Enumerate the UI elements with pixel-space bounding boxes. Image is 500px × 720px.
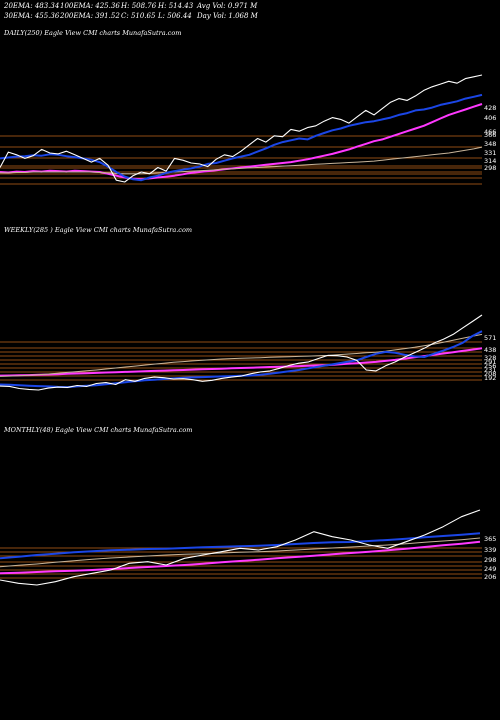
y-tick-label: 314 bbox=[484, 157, 496, 165]
stat-high-v: H: 514.43 bbox=[158, 2, 194, 10]
stat-high: H: 508.76 bbox=[121, 2, 157, 10]
ema-fast-line bbox=[0, 330, 483, 389]
stat-avg-vol: Avg Vol: 0.971 M bbox=[197, 2, 258, 10]
stat-ema100: 100EMA: 425.36 bbox=[60, 2, 120, 10]
y-tick-label: 571 bbox=[484, 334, 496, 342]
y-tick-label: 328 bbox=[484, 354, 496, 362]
y-tick-label: 298 bbox=[484, 164, 496, 172]
y-tick-label: 331 bbox=[484, 149, 496, 157]
y-tick-label: 339 bbox=[484, 546, 496, 554]
y-tick-label: 291 bbox=[484, 358, 496, 366]
y-tick-label: 256 bbox=[484, 362, 496, 370]
price-line bbox=[0, 74, 483, 183]
ema-slow-line bbox=[0, 540, 481, 575]
stat-ema20: 20EMA: 483.34 bbox=[4, 2, 60, 10]
y-tick-label: 231 bbox=[484, 366, 496, 374]
monthly-panel-title: MONTHLY(48) Eagle View CMI charts Munafa… bbox=[4, 426, 193, 434]
ema-fast-line bbox=[0, 93, 483, 182]
stat-ema30: 30EMA: 455.36 bbox=[4, 12, 60, 20]
daily-panel-title: DAILY(250) Eagle View CMI charts MunafaS… bbox=[4, 29, 182, 37]
y-tick-label: 428 bbox=[484, 104, 496, 112]
y-tick-label: 438 bbox=[484, 346, 496, 354]
y-tick-label: 406 bbox=[484, 114, 496, 122]
y-tick-label: 249 bbox=[484, 565, 496, 573]
y-tick-label: 365 bbox=[484, 535, 496, 543]
ema-mid-line bbox=[0, 146, 483, 175]
y-tick-label: 192 bbox=[484, 374, 496, 382]
y-tick-label: 206 bbox=[484, 573, 496, 581]
ema-fast-line bbox=[0, 532, 481, 560]
weekly-panel-title: WEEKLY(285 ) Eagle View CMI charts Munaf… bbox=[4, 226, 193, 234]
y-tick-label: 466 bbox=[484, 128, 496, 136]
y-tick-label: 208 bbox=[484, 370, 496, 378]
stat-low: L: 506.44 bbox=[158, 12, 192, 20]
ema-slow-line bbox=[0, 103, 483, 181]
price-line bbox=[0, 509, 481, 586]
stat-close: C: 510.65 bbox=[121, 12, 156, 20]
y-tick-label: 366 bbox=[484, 131, 496, 139]
ema-mid-line bbox=[0, 333, 483, 377]
y-tick-label: 348 bbox=[484, 140, 496, 148]
stat-day-vol: Day Vol: 1.068 M bbox=[197, 12, 258, 20]
stat-ema200: 200EMA: 391.52 bbox=[60, 12, 120, 20]
price-line bbox=[0, 314, 483, 391]
y-tick-label: 298 bbox=[484, 556, 496, 564]
